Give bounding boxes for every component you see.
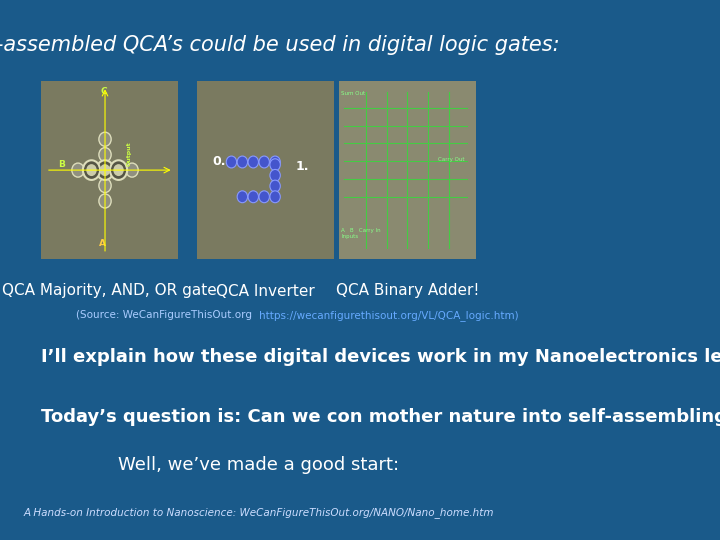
Text: 1.: 1. xyxy=(296,160,310,173)
Text: Today’s question is: Can we con mother nature into self-assembling QCA’s?: Today’s question is: Can we con mother n… xyxy=(41,408,720,426)
Text: QCA Inverter: QCA Inverter xyxy=(216,284,315,299)
Text: I’ll explain how these digital devices work in my Nanoelectronics lecture: I’ll explain how these digital devices w… xyxy=(41,348,720,366)
Circle shape xyxy=(259,191,269,202)
Text: Carry Out: Carry Out xyxy=(438,157,464,162)
Text: B: B xyxy=(58,160,65,170)
Text: Output: Output xyxy=(126,141,131,166)
FancyBboxPatch shape xyxy=(41,81,179,259)
Circle shape xyxy=(226,156,237,168)
Circle shape xyxy=(110,160,127,180)
Circle shape xyxy=(248,191,258,202)
FancyBboxPatch shape xyxy=(339,81,476,259)
Text: C: C xyxy=(100,87,107,97)
Text: (Source: WeCanFigureThisOut.org: (Source: WeCanFigureThisOut.org xyxy=(76,310,258,321)
Circle shape xyxy=(99,194,111,208)
Circle shape xyxy=(270,180,280,192)
Text: Self-assembled QCA’s could be used in digital logic gates:: Self-assembled QCA’s could be used in di… xyxy=(0,35,560,55)
Circle shape xyxy=(86,164,96,176)
Circle shape xyxy=(270,170,280,181)
Text: Well, we’ve made a good start:: Well, we’ve made a good start: xyxy=(118,456,399,474)
Circle shape xyxy=(126,163,138,177)
Circle shape xyxy=(96,160,114,180)
Circle shape xyxy=(99,147,111,161)
Circle shape xyxy=(99,132,111,146)
Circle shape xyxy=(113,164,124,176)
Text: QCA Majority, AND, OR gate: QCA Majority, AND, OR gate xyxy=(2,284,217,299)
Circle shape xyxy=(72,163,84,177)
Circle shape xyxy=(270,191,280,202)
Text: A Hands-on Introduction to Nanoscience: WeCanFigureThisOut.org/NANO/Nano_home.ht: A Hands-on Introduction to Nanoscience: … xyxy=(23,508,494,518)
Circle shape xyxy=(99,163,111,177)
Circle shape xyxy=(270,156,280,168)
Text: 0.: 0. xyxy=(212,154,226,168)
Circle shape xyxy=(100,164,110,176)
Circle shape xyxy=(237,156,248,168)
Text: A: A xyxy=(99,239,107,248)
Circle shape xyxy=(259,156,269,168)
Text: QCA Binary Adder!: QCA Binary Adder! xyxy=(336,284,480,299)
Circle shape xyxy=(86,163,98,177)
Text: A   B   Carry In
Inputs: A B Carry In Inputs xyxy=(341,228,381,239)
Circle shape xyxy=(248,156,258,168)
Circle shape xyxy=(83,160,100,180)
Circle shape xyxy=(270,159,280,171)
Circle shape xyxy=(112,163,125,177)
Text: Sum Out: Sum Out xyxy=(341,91,366,96)
Circle shape xyxy=(99,179,111,193)
Text: https://wecanfigurethisout.org/VL/QCA_logic.htm): https://wecanfigurethisout.org/VL/QCA_lo… xyxy=(258,310,518,321)
FancyBboxPatch shape xyxy=(197,81,334,259)
Circle shape xyxy=(237,191,248,202)
